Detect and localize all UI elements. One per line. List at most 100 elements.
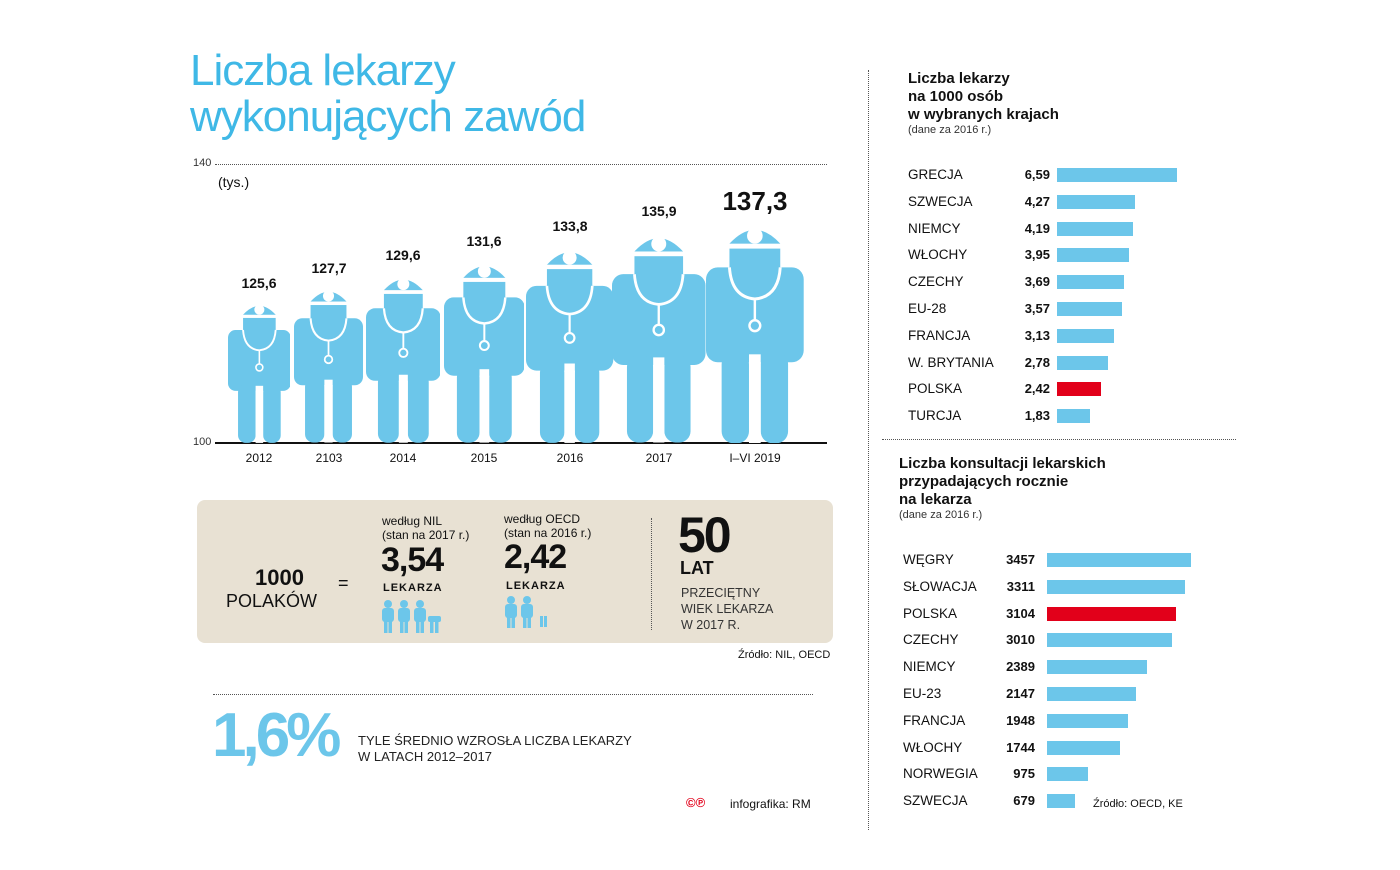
bar — [1047, 687, 1137, 701]
nil-label: według NIL — [382, 514, 443, 528]
oecd-value: 2,42 — [504, 538, 567, 576]
bar — [1047, 553, 1191, 567]
value-label: 135,9 — [641, 203, 677, 220]
bar — [1057, 409, 1091, 424]
doctor-bar — [365, 278, 441, 443]
value-label: 2389 — [1006, 659, 1035, 675]
age-desc-2: WIEK LEKARZA — [681, 602, 774, 616]
value-label: 3010 — [1006, 632, 1035, 648]
gridline-140 — [215, 164, 827, 165]
title-line-2: wykonujących zawód — [190, 92, 586, 141]
category-label: WĘGRY — [903, 552, 954, 567]
value-label: 3311 — [1006, 578, 1035, 594]
bar — [1057, 302, 1122, 316]
value-label: 2147 — [1006, 686, 1035, 701]
chart2-title-3: w wybranych krajach — [908, 106, 1059, 123]
age-desc-3: W 2017 R. — [681, 618, 741, 632]
bar — [1047, 579, 1185, 594]
x-tick-label: 2014 — [389, 451, 417, 465]
value-label: 137,3 — [722, 185, 788, 216]
value-label: 3,95 — [1024, 247, 1050, 263]
section-divider — [882, 439, 1236, 440]
page-title: Liczba lekarzy wykonujących zawód — [190, 46, 586, 141]
infographic-credit: infografika: RM — [730, 797, 811, 811]
chart2-title-2: na 1000 osób — [908, 88, 1004, 105]
value-label: 127,7 — [311, 260, 347, 277]
bar — [1057, 194, 1135, 209]
value-label: 1948 — [1006, 712, 1035, 728]
ratio-number: 1000 — [255, 565, 304, 590]
oecd-source: według OECD (stan na 2016 r.) — [504, 512, 591, 540]
growth-text: TYLE ŚREDNIO WZROSŁA LICZBA LEKARZY W LA… — [358, 733, 632, 765]
growth-text-1: TYLE ŚREDNIO WZROSŁA LICZBA LEKARZY — [358, 733, 632, 748]
oecd-date: (stan na 2016 r.) — [504, 526, 592, 540]
value-label: 679 — [1013, 793, 1035, 809]
category-label: EU-28 — [908, 301, 947, 316]
nil-source: według NIL (stan na 2017 r.) — [382, 514, 469, 542]
age-unit: LAT — [680, 558, 714, 578]
chart3-subtitle: (dane za 2016 r.) — [899, 509, 983, 521]
bar — [1057, 275, 1125, 290]
value-label: 4,27 — [1024, 193, 1050, 209]
nil-unit: LEKARZA — [383, 582, 443, 594]
value-label: 1,83 — [1024, 408, 1050, 424]
category-label: CZECHY — [903, 632, 959, 648]
x-axis-baseline — [215, 442, 827, 444]
oecd-unit: LEKARZA — [506, 580, 566, 592]
chart3-source: Źródło: OECD, KE — [1093, 798, 1183, 810]
doctor-bar — [526, 250, 614, 443]
bar — [1047, 794, 1076, 809]
y-tick-140: 140 — [193, 157, 212, 169]
category-label: FRANCJA — [908, 327, 971, 343]
value-label: 125,6 — [241, 275, 277, 292]
age-value: 50 — [678, 507, 732, 563]
nil-date: (stan na 2017 r.) — [382, 528, 470, 542]
equals-sign: = — [338, 573, 349, 593]
category-label: SŁOWACJA — [903, 578, 977, 594]
value-label: 3,13 — [1024, 327, 1050, 343]
growth-text-2: W LATACH 2012–2017 — [358, 749, 492, 764]
category-label: POLSKA — [903, 605, 958, 621]
age-desc-1: PRZECIĘTNY — [681, 586, 761, 600]
ratio-label: POLAKÓW — [226, 591, 318, 611]
publisher-logo: ©℗ — [686, 795, 706, 810]
bar — [1057, 382, 1102, 397]
x-tick-label: 2012 — [245, 451, 273, 465]
doctor-bar — [294, 290, 364, 443]
bar — [1057, 168, 1177, 182]
value-label: 3457 — [1006, 552, 1035, 567]
category-label: FRANCJA — [903, 712, 966, 728]
value-label: 1744 — [1006, 739, 1035, 755]
x-tick-label: 2016 — [556, 451, 584, 465]
y-axis-unit: (tys.) — [218, 174, 250, 190]
bar — [1057, 328, 1114, 343]
value-label: 2,78 — [1024, 354, 1050, 370]
category-label: W. BRYTANIA — [908, 354, 994, 370]
y-tick-100: 100 — [193, 436, 212, 448]
box-source: Źródło: NIL, OECD — [738, 649, 831, 661]
value-label: 129,6 — [385, 247, 421, 264]
chart3-title-3: na lekarza — [899, 491, 972, 508]
people-icon-2-42 — [505, 596, 547, 628]
people-icon-3-54 — [382, 600, 441, 633]
value-label: 133,8 — [552, 218, 588, 235]
category-label: NIEMCY — [903, 659, 956, 675]
doctor-bar — [443, 265, 525, 443]
title-line-1: Liczba lekarzy — [190, 46, 456, 95]
bar — [1057, 248, 1129, 263]
chart2-header: Liczba lekarzy na 1000 osób w wybranych … — [908, 70, 1059, 136]
chart3-title-2: przypadających rocznie — [899, 473, 1069, 490]
growth-value: 1,6% — [212, 701, 341, 770]
x-tick-label: 2015 — [470, 451, 498, 465]
growth-divider — [213, 694, 813, 695]
oecd-label: według OECD — [504, 512, 581, 526]
x-tick-label: I–VI 2019 — [729, 451, 781, 465]
box-divider — [651, 518, 652, 630]
category-label: SZWECJA — [908, 193, 973, 209]
category-label: CZECHY — [908, 274, 964, 290]
x-tick-label: 2103 — [315, 451, 343, 465]
category-label: WŁOCHY — [903, 739, 963, 755]
value-label: 2,42 — [1024, 381, 1050, 397]
value-label: 3104 — [1006, 605, 1035, 621]
value-label: 975 — [1013, 766, 1035, 782]
